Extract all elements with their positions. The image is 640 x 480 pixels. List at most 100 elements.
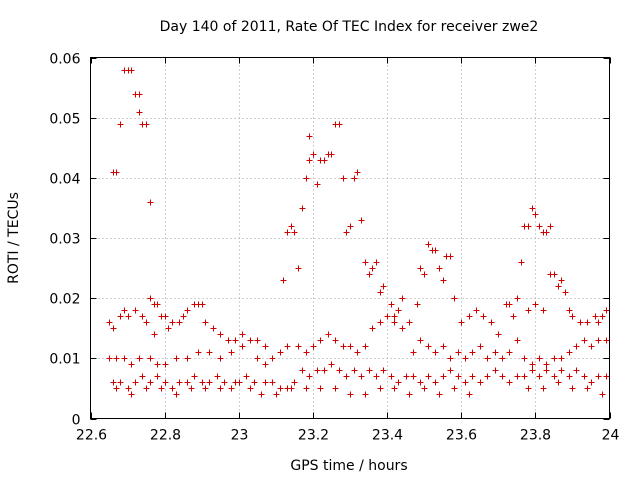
data-point: [113, 385, 120, 392]
data-point: [432, 247, 439, 254]
data-point: [529, 361, 536, 368]
data-point: [366, 271, 373, 278]
data-point: [573, 343, 580, 350]
x-tick-label: 23.4: [372, 428, 403, 444]
data-point: [354, 349, 361, 356]
data-point: [506, 349, 513, 356]
data-point: [529, 367, 536, 374]
data-point: [254, 337, 261, 344]
data-point: [584, 319, 591, 326]
data-point: [180, 313, 187, 320]
data-point: [388, 301, 395, 308]
data-point: [440, 373, 447, 380]
data-point: [532, 301, 539, 308]
data-point: [506, 301, 513, 308]
data-point: [373, 259, 380, 266]
data-point: [328, 361, 335, 368]
data-point: [462, 355, 469, 362]
data-point: [254, 355, 261, 362]
data-point: [406, 391, 413, 398]
data-point: [384, 313, 391, 320]
data-point: [151, 331, 158, 338]
y-tick-label: 0: [72, 413, 81, 429]
data-point: [343, 373, 350, 380]
data-point: [421, 385, 428, 392]
data-point: [377, 319, 384, 326]
data-point: [366, 367, 373, 374]
data-point: [106, 319, 113, 326]
data-point: [592, 313, 599, 320]
data-point: [314, 181, 321, 188]
data-point: [199, 301, 206, 308]
y-tick-label: 0.03: [49, 232, 80, 248]
data-point: [603, 337, 610, 344]
data-point: [147, 199, 154, 206]
y-tick-label: 0.05: [49, 112, 80, 128]
data-point: [277, 385, 284, 392]
data-point: [228, 349, 235, 356]
data-point: [128, 391, 135, 398]
data-point: [395, 379, 402, 386]
data-point: [373, 373, 380, 380]
data-point: [106, 355, 113, 362]
data-point: [154, 301, 161, 308]
data-point: [551, 271, 558, 278]
data-point: [128, 361, 135, 368]
data-point: [447, 253, 454, 260]
data-point: [221, 379, 228, 386]
data-point: [306, 157, 313, 164]
data-point: [403, 373, 410, 380]
y-tick-label: 0.01: [49, 352, 80, 368]
data-point: [358, 373, 365, 380]
data-point: [417, 379, 424, 386]
data-point: [343, 229, 350, 236]
data-point: [139, 373, 146, 380]
data-point: [406, 319, 413, 326]
data-point: [317, 337, 324, 344]
data-point: [162, 361, 169, 368]
data-point: [369, 265, 376, 272]
data-point: [536, 223, 543, 230]
data-point: [362, 343, 369, 350]
data-point: [354, 169, 361, 176]
data-point: [551, 373, 558, 380]
data-point: [558, 367, 565, 374]
data-point: [225, 337, 232, 344]
data-point: [595, 319, 602, 326]
data-point: [136, 355, 143, 362]
data-point: [581, 337, 588, 344]
data-point: [395, 307, 402, 314]
data-point: [569, 385, 576, 392]
data-point: [432, 349, 439, 356]
x-axis-label: GPS time / hours: [290, 458, 407, 474]
data-point: [436, 265, 443, 272]
data-point: [147, 355, 154, 362]
data-point: [514, 337, 521, 344]
data-point: [362, 391, 369, 398]
data-point: [262, 361, 269, 368]
data-point: [288, 385, 295, 392]
data-point: [551, 355, 558, 362]
x-tick-label: 24: [602, 428, 620, 444]
data-point: [562, 289, 569, 296]
data-point: [117, 313, 124, 320]
data-point: [217, 331, 224, 338]
data-point: [306, 373, 313, 380]
data-point: [199, 379, 206, 386]
data-point: [425, 373, 432, 380]
data-point: [566, 373, 573, 380]
data-point: [321, 157, 328, 164]
data-point: [595, 373, 602, 380]
data-point: [336, 367, 343, 374]
data-point: [110, 379, 117, 386]
data-point: [113, 355, 120, 362]
data-point: [377, 385, 384, 392]
data-point: [447, 355, 454, 362]
data-point: [358, 217, 365, 224]
data-point: [369, 325, 376, 332]
data-point: [121, 307, 128, 314]
data-point: [410, 373, 417, 380]
data-point: [280, 277, 287, 284]
data-point: [547, 223, 554, 230]
data-point: [340, 343, 347, 350]
